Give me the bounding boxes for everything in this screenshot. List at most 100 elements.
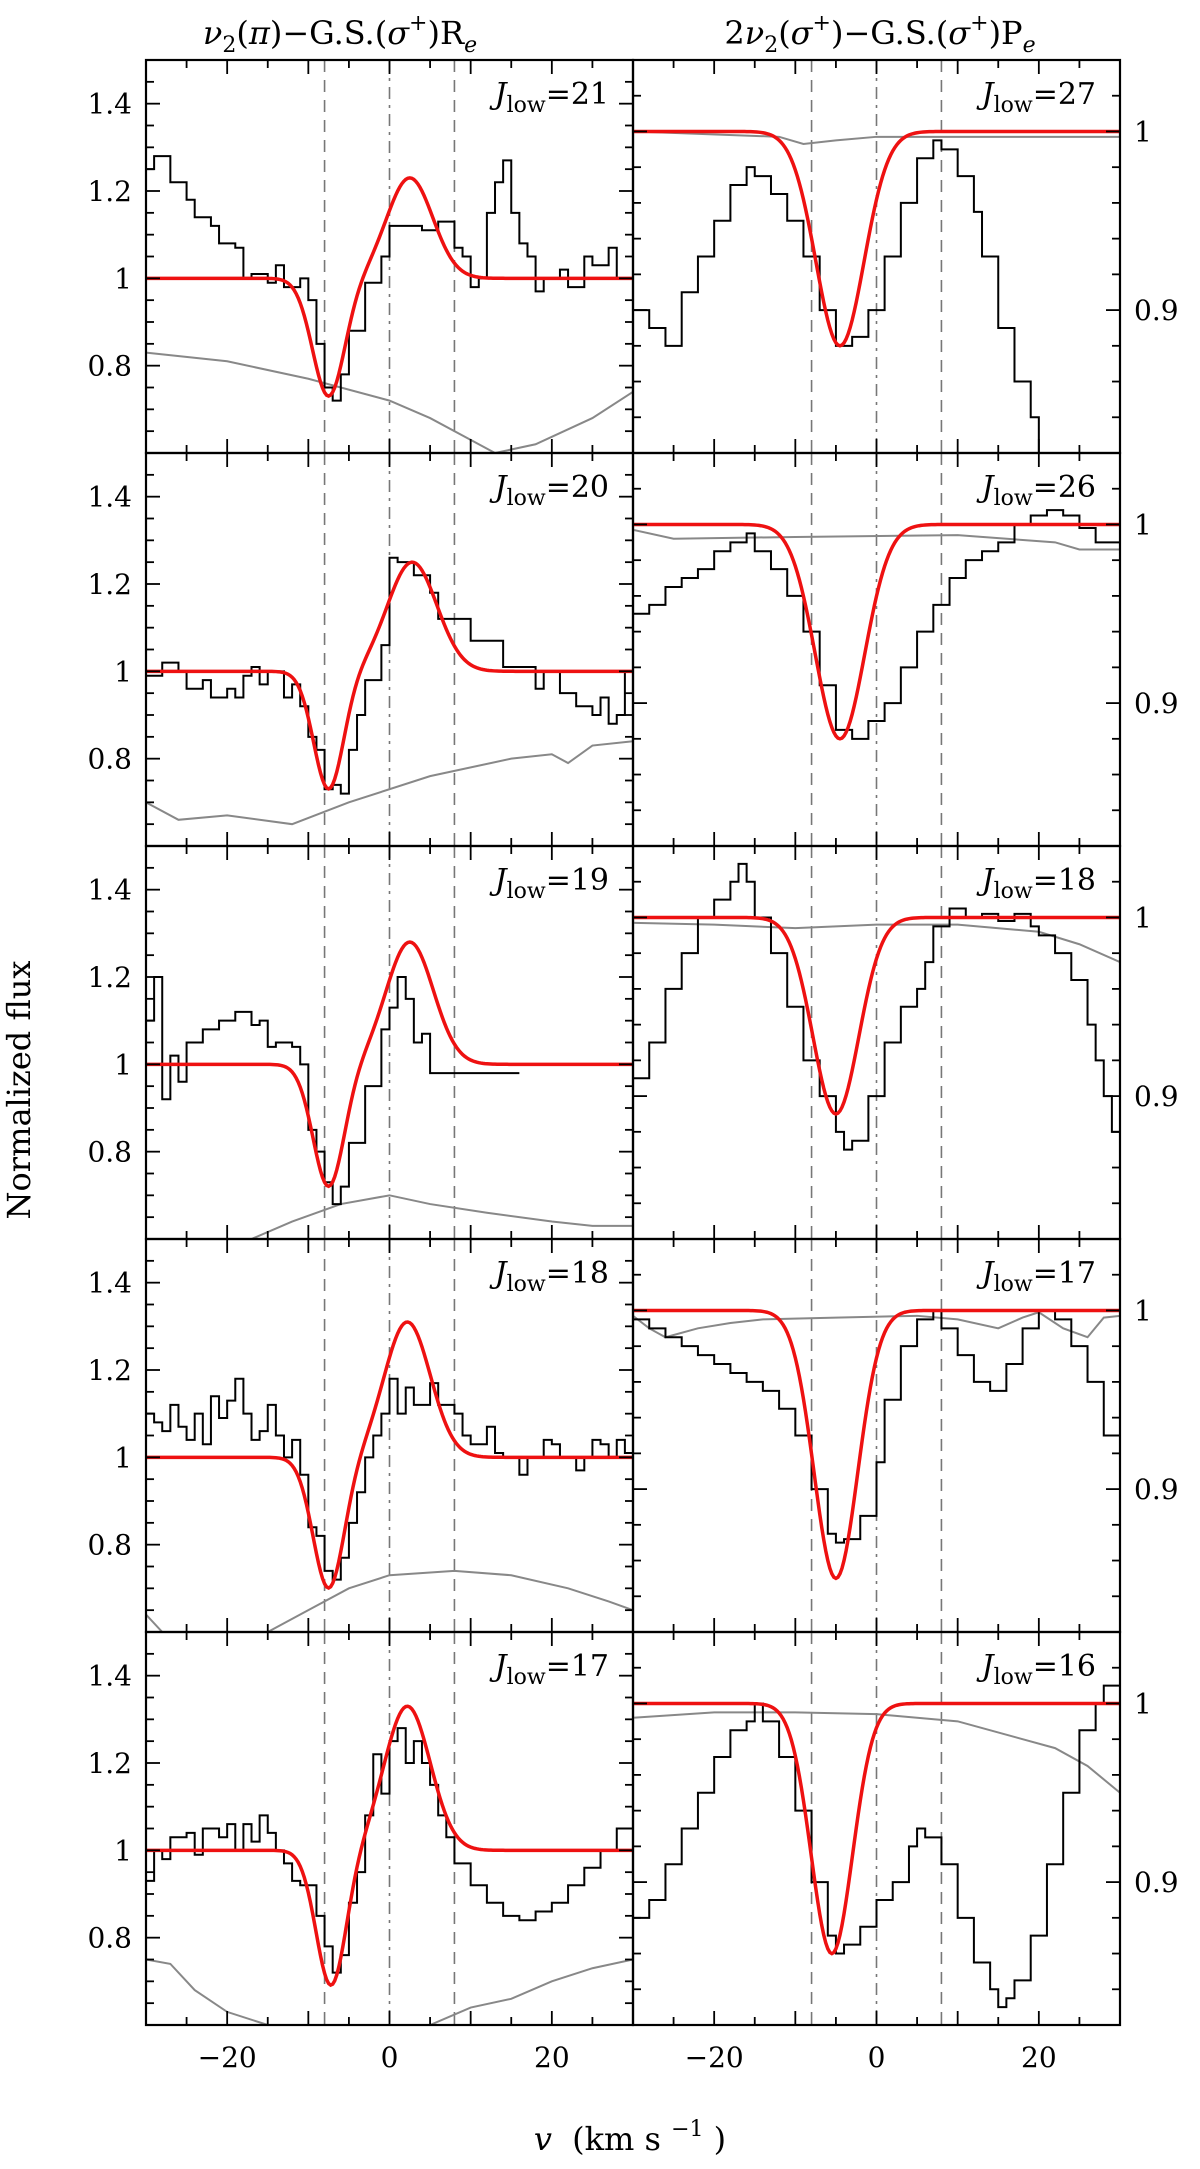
panel-label-subscript: low: [994, 879, 1033, 904]
y-tick-label: 1: [114, 655, 132, 688]
panel-plot-area: [146, 1239, 633, 1632]
y-tick-label: 1: [1134, 115, 1152, 148]
title-part: σ: [791, 14, 814, 52]
panel-label-symbol: J: [976, 1256, 996, 1291]
model-fit: [633, 1701, 1120, 1956]
panel-plot-area: [633, 453, 1120, 846]
panel-8: 0.9 1 Jlow=17: [631, 1237, 1179, 1634]
x-axis-label-exp: −1: [671, 2117, 703, 2142]
title-part: ν: [203, 14, 222, 52]
panel-plot-area: [146, 60, 633, 453]
telluric-spectrum: [146, 1569, 633, 1632]
title-part: ν: [745, 14, 764, 52]
x-tick-label: 20: [534, 2041, 570, 2074]
y-tick-label: 1: [114, 1048, 132, 1081]
y-tick-label: 1: [1134, 901, 1152, 934]
title-part: )R: [427, 14, 464, 52]
title-part: 2: [724, 14, 744, 52]
title-part: e: [464, 33, 477, 58]
y-tick-label: 0.9: [1134, 687, 1179, 720]
model-fit: [633, 915, 1120, 1116]
panel-label-symbol: J: [976, 1649, 996, 1684]
model-fit: [146, 560, 633, 791]
panel-label-subscript: low: [507, 879, 546, 904]
panel-label-subscript: low: [994, 486, 1033, 511]
y-tick-label: 1.2: [87, 1747, 132, 1780]
panel-label-value: =18: [546, 1256, 609, 1291]
panel-plot-area: [633, 1239, 1120, 1632]
title-part: +: [970, 11, 988, 36]
panel-7: 0.8 1 1.2 1.4 Jlow=18: [87, 1237, 635, 1634]
title-part: π: [248, 14, 271, 52]
title-part: +: [813, 11, 831, 36]
title-part: )P: [989, 14, 1023, 52]
panel-label: Jlow=20: [489, 470, 609, 511]
telluric-spectrum: [633, 1711, 1120, 1794]
y-tick-label: 0.9: [1134, 1080, 1179, 1113]
title-part: 2: [764, 33, 778, 58]
title-part: σ: [387, 14, 410, 52]
model-fit: [633, 522, 1120, 741]
y-tick-label: 1: [114, 262, 132, 295]
panel-1: 0.8 1 1.2 1.4 Jlow=21: [87, 58, 635, 455]
panel-label-value: =27: [1033, 77, 1096, 112]
observed-spectrum: [633, 509, 1120, 740]
model-fit: [146, 176, 633, 398]
title-part: 2: [222, 33, 236, 58]
right-column-title: 2ν2(σ+)−G.S.(σ+)Pe: [724, 11, 1035, 58]
model-fit: [633, 129, 1120, 348]
model-fit: [146, 940, 633, 1189]
panel-label-symbol: J: [976, 77, 996, 112]
observed-spectrum: [633, 139, 1047, 453]
panel-label-value: =21: [546, 77, 609, 112]
panel-label-value: =16: [1033, 1649, 1096, 1684]
panel-label-value: =19: [546, 863, 609, 898]
observed-spectrum: [146, 976, 520, 1206]
panel-label: Jlow=16: [976, 1649, 1096, 1690]
x-axis-label-close: ): [714, 2120, 726, 2158]
y-tick-label: 0.9: [1134, 294, 1179, 327]
panel-label-subscript: low: [507, 1272, 546, 1297]
observed-spectrum: [146, 1727, 633, 1974]
panel-plot-area: [146, 453, 633, 846]
panel-plot-area: [633, 1632, 1120, 2025]
title-part: )−G.S.(: [831, 14, 948, 52]
y-tick-label: 1.4: [87, 1267, 132, 1300]
telluric-spectrum: [146, 740, 633, 826]
panel-2: 0.9 1 Jlow=27: [631, 58, 1179, 455]
panel-label: Jlow=17: [489, 1649, 609, 1690]
panel-10: 0.9 1 Jlow=16 −20 0 20: [631, 1630, 1179, 2074]
panel-label: Jlow=17: [976, 1256, 1096, 1297]
title-part: +: [409, 11, 427, 36]
panel-label: Jlow=18: [489, 1256, 609, 1297]
panel-label-value: =26: [1033, 470, 1096, 505]
panel-label: Jlow=19: [489, 863, 609, 904]
x-tick-label: −20: [685, 2041, 744, 2074]
panel-label: Jlow=26: [976, 470, 1096, 511]
panel-6: 0.9 1 Jlow=18: [631, 844, 1179, 1241]
panel-label-subscript: low: [507, 486, 546, 511]
x-tick-label: 20: [1021, 2041, 1057, 2074]
observed-spectrum: [633, 1666, 1120, 2009]
x-tick-label: 0: [868, 2041, 886, 2074]
telluric-spectrum: [146, 351, 633, 453]
telluric-spectrum: [251, 1194, 633, 1239]
y-tick-label: 1.2: [87, 175, 132, 208]
panel-label-subscript: low: [507, 93, 546, 118]
observed-spectrum: [146, 556, 633, 795]
title-part: (: [236, 14, 248, 52]
panel-plot-area: [633, 846, 1120, 1239]
y-tick-label: 1: [1134, 1687, 1152, 1720]
panel-label-symbol: J: [489, 1256, 509, 1291]
x-axis-label-var: v: [534, 2120, 552, 2158]
observed-spectrum: [146, 1377, 633, 1581]
panel-label-value: =17: [1033, 1256, 1096, 1291]
panel-plot-area: [146, 846, 633, 1239]
title-part: (: [778, 14, 790, 52]
panel-label-value: =17: [546, 1649, 609, 1684]
y-tick-label: 1.4: [87, 88, 132, 121]
y-tick-label: 0.8: [87, 1922, 132, 1955]
x-axis-label: v (km s −1 ): [534, 2106, 726, 2158]
y-tick-label: 1: [1134, 1294, 1152, 1327]
y-tick-label: 1: [114, 1441, 132, 1474]
